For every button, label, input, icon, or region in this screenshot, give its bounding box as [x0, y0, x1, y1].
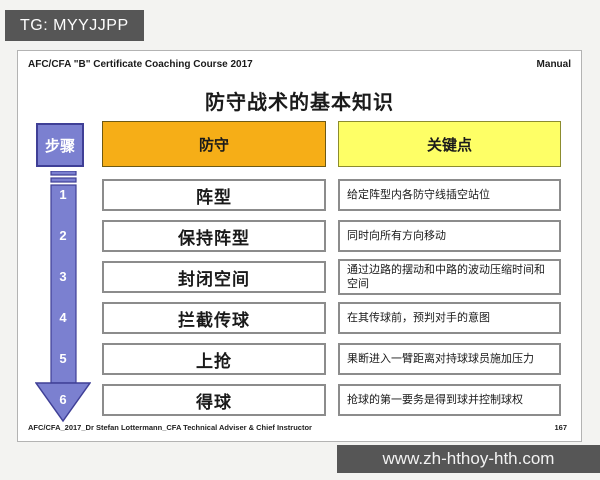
defense-cell: 封闭空间: [102, 261, 326, 293]
slide-header: AFC/CFA "B" Certificate Coaching Course …: [28, 59, 571, 70]
table-row: 封闭空间 通过边路的摆动和中路的波动压缩时间和空间: [102, 259, 561, 295]
table-row: 保持阵型 同时向所有方向移动: [102, 220, 561, 252]
page-number: 167: [554, 423, 567, 432]
table-row: 阵型 给定阵型内各防守线插空站位: [102, 179, 561, 211]
keypoint-cell: 通过边路的摆动和中路的波动压缩时间和空间: [338, 259, 561, 295]
table-row: 拦截传球 在其传球前，预判对手的意图: [102, 302, 561, 334]
step-number: 2: [59, 228, 67, 243]
defense-cell: 保持阵型: [102, 220, 326, 252]
column-header-defense: 防守: [102, 121, 326, 167]
step-number: 4: [59, 310, 67, 325]
manual-label: Manual: [536, 59, 571, 70]
table-body: 阵型 给定阵型内各防守线插空站位 保持阵型 同时向所有方向移动 封闭空间 通过边…: [102, 179, 561, 425]
column-header-steps: 步骤: [36, 123, 84, 167]
keypoint-cell: 果断进入一臂距离对持球球员施加压力: [338, 343, 561, 375]
keypoint-cell: 同时向所有方向移动: [338, 220, 561, 252]
table-row: 得球 抢球的第一要务是得到球并控制球权: [102, 384, 561, 416]
table-row: 上抢 果断进入一臂距离对持球球员施加压力: [102, 343, 561, 375]
step-number: 6: [59, 392, 67, 407]
defense-cell: 上抢: [102, 343, 326, 375]
watermark-bottom-badge: www.zh-hthoy-hth.com: [337, 445, 600, 473]
defense-cell: 阵型: [102, 179, 326, 211]
watermark-top-badge: TG: MYYJJPP: [5, 10, 144, 41]
defense-cell: 得球: [102, 384, 326, 416]
page-title: 防守战术的基本知识: [205, 92, 394, 114]
step-number: 5: [59, 351, 67, 366]
step-number: 1: [59, 187, 67, 202]
step-number: 3: [59, 269, 67, 284]
slide-footer: AFC/CFA_2017_Dr Stefan Lottermann_CFA Te…: [28, 423, 567, 432]
striped-down-arrow-shape: [34, 170, 92, 423]
keypoint-cell: 抢球的第一要务是得到球并控制球权: [338, 384, 561, 416]
down-arrow-icon: 1 2 3 4 5 6: [34, 170, 92, 423]
keypoint-cell: 在其传球前，预判对手的意图: [338, 302, 561, 334]
slide-page: AFC/CFA "B" Certificate Coaching Course …: [17, 50, 582, 442]
column-header-keypoints: 关键点: [338, 121, 561, 167]
keypoint-cell: 给定阵型内各防守线插空站位: [338, 179, 561, 211]
defense-cell: 拦截传球: [102, 302, 326, 334]
footer-credit: AFC/CFA_2017_Dr Stefan Lottermann_CFA Te…: [28, 423, 312, 432]
course-title: AFC/CFA "B" Certificate Coaching Course …: [28, 59, 253, 70]
